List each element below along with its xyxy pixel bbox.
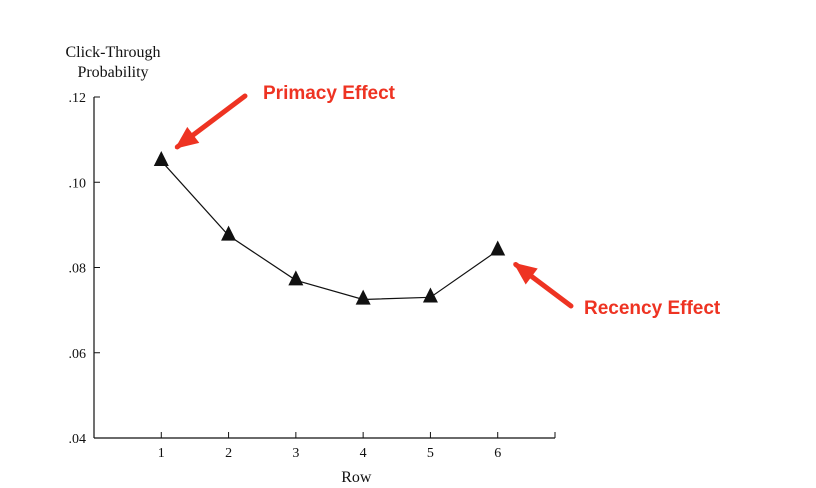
y-axis-title: Probability: [77, 64, 148, 81]
recency-effect-label: Recency Effect: [584, 298, 721, 319]
y-axis-title: Click-Through: [65, 44, 160, 61]
y-tick-label: .12: [69, 91, 87, 106]
x-tick-label: 1: [158, 446, 165, 461]
x-tick-label: 4: [360, 446, 367, 461]
data-point-marker: [490, 240, 506, 256]
data-series: [153, 151, 506, 305]
axes: Row Click-Through Probability: [65, 44, 555, 486]
recency-arrow: [513, 261, 574, 309]
data-point-marker: [422, 287, 438, 303]
x-tick-label: 5: [427, 446, 434, 461]
x-tick-label: 6: [494, 446, 501, 461]
arrow-head: [174, 126, 200, 149]
data-point-marker: [153, 151, 169, 167]
y-tick-label: .10: [69, 176, 87, 191]
primacy-arrow: [174, 93, 248, 150]
x-axis-title: Row: [341, 469, 372, 486]
series-line: [160, 160, 499, 301]
arrow-head: [513, 262, 538, 285]
ticks: .04 .06 .08 .10 .12 1 2 3 4 5 6: [69, 91, 556, 461]
annotations: Primacy Effect Recency Effect: [174, 83, 721, 319]
y-tick-label: .06: [69, 347, 87, 362]
y-tick-label: .04: [69, 432, 87, 447]
data-point-marker: [288, 270, 304, 286]
x-tick-label: 3: [292, 446, 299, 461]
data-point-marker: [221, 225, 237, 241]
primacy-effect-label: Primacy Effect: [263, 83, 396, 104]
data-point-marker: [355, 289, 371, 305]
y-tick-label: .08: [69, 262, 87, 277]
x-tick-label: 2: [225, 446, 232, 461]
